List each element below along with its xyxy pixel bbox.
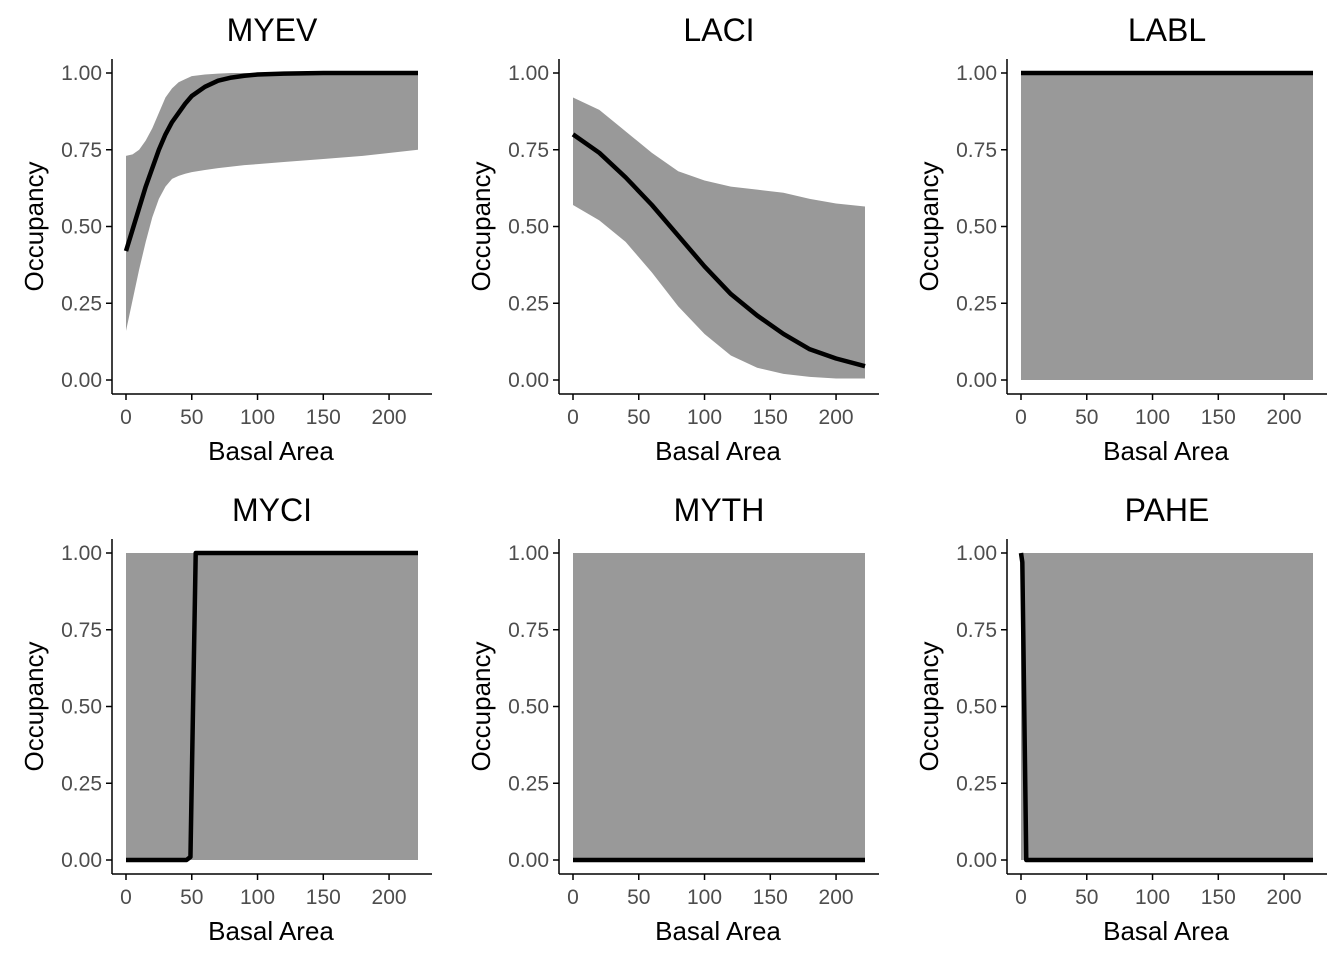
x-tick-label: 100 (240, 406, 275, 429)
y-tick-label: 0.50 (508, 696, 549, 719)
x-tick-label: 200 (819, 406, 854, 429)
y-tick-label: 0.00 (508, 369, 549, 392)
y-tick-label: 0.75 (61, 619, 102, 642)
y-tick-label: 0.25 (508, 772, 549, 795)
x-tick-label: 0 (120, 406, 132, 429)
estimate-line (571, 132, 866, 369)
y-tick-label: 0.00 (61, 849, 102, 872)
x-tick-label: 50 (1075, 886, 1098, 909)
x-tick-label: 100 (240, 886, 275, 909)
y-axis-title: Occupancy (19, 641, 49, 771)
x-tick-label: 150 (1201, 886, 1236, 909)
y-tick-label: 0.50 (508, 216, 549, 239)
confidence-band (126, 73, 418, 331)
x-tick-label: 200 (1267, 406, 1302, 429)
y-tick-label: 0.75 (508, 139, 549, 162)
x-tick-label: 200 (372, 406, 407, 429)
y-tick-label: 1.00 (61, 542, 102, 565)
confidence-band (573, 553, 865, 860)
panel-title: LABL (1128, 12, 1206, 48)
panel-title: MYEV (227, 12, 318, 48)
y-tick-label: 1.00 (956, 542, 997, 565)
x-tick-label: 0 (120, 886, 132, 909)
panel-title: MYCI (232, 492, 312, 528)
x-tick-label: 100 (1135, 886, 1170, 909)
y-tick-label: 0.75 (956, 619, 997, 642)
y-tick-label: 0.75 (61, 139, 102, 162)
estimate-line (1018, 552, 1313, 863)
x-axis-title: Basal Area (208, 916, 334, 946)
y-tick-label: 0.25 (508, 292, 549, 315)
x-tick-label: 150 (753, 406, 788, 429)
y-axis-title: Occupancy (466, 161, 496, 291)
y-tick-label: 0.25 (61, 772, 102, 795)
x-tick-label: 50 (627, 886, 650, 909)
x-tick-label: 0 (1015, 406, 1027, 429)
x-tick-label: 150 (306, 406, 341, 429)
y-tick-label: 0.25 (956, 292, 997, 315)
y-axis-title: Occupancy (466, 641, 496, 771)
panel-title: PAHE (1125, 492, 1210, 528)
y-tick-label: 0.00 (508, 849, 549, 872)
chart-panel-myci: MYCI 0.00 0.25 0.50 0.75 1.00 0 50 100 150 200 Basa… (19, 492, 432, 946)
x-tick-label: 150 (1201, 406, 1236, 429)
y-tick-label: 0.25 (956, 772, 997, 795)
x-axis-title: Basal Area (1103, 436, 1229, 466)
y-tick-label: 0.50 (956, 696, 997, 719)
y-tick-label: 0.50 (61, 216, 102, 239)
y-tick-label: 0.50 (61, 696, 102, 719)
y-tick-label: 1.00 (956, 62, 997, 85)
y-tick-label: 0.75 (956, 139, 997, 162)
estimate-line (123, 70, 418, 252)
x-tick-label: 50 (180, 406, 203, 429)
x-tick-label: 0 (567, 406, 579, 429)
x-tick-label: 50 (180, 886, 203, 909)
panel-title: MYTH (674, 492, 765, 528)
chart-panel-myth: MYTH 0.00 0.25 0.50 0.75 1.00 0 50 100 150 200 Basa… (466, 492, 879, 946)
chart-panel-pahe: PAHE 0.00 0.25 0.50 0.75 1.00 0 50 100 150 200 Basa… (914, 492, 1327, 946)
x-tick-label: 100 (1135, 406, 1170, 429)
x-axis-title: Basal Area (655, 436, 781, 466)
x-tick-label: 100 (687, 406, 722, 429)
estimate-line (126, 550, 418, 863)
x-tick-label: 200 (819, 886, 854, 909)
y-axis-title: Occupancy (914, 641, 944, 771)
confidence-band (1021, 553, 1313, 860)
x-tick-label: 0 (1015, 886, 1027, 909)
confidence-band (126, 553, 418, 860)
y-tick-label: 0.00 (61, 369, 102, 392)
confidence-band (573, 97, 865, 379)
y-tick-label: 0.50 (956, 216, 997, 239)
x-tick-label: 150 (753, 886, 788, 909)
chart-panel-laci: LACI 0.00 0.25 0.50 0.75 1.00 0 50 100 150 200 Basa… (466, 12, 879, 466)
y-tick-label: 1.00 (508, 542, 549, 565)
x-axis-title: Basal Area (1103, 916, 1229, 946)
x-tick-label: 50 (627, 406, 650, 429)
y-tick-label: 0.00 (956, 849, 997, 872)
y-axis-title: Occupancy (19, 161, 49, 291)
y-tick-label: 1.00 (61, 62, 102, 85)
chart-panel-labl: LABL 0.00 0.25 0.50 0.75 1.00 0 50 100 150 200 Basa… (914, 12, 1327, 466)
x-tick-label: 150 (306, 886, 341, 909)
panel-title: LACI (683, 12, 754, 48)
x-tick-label: 50 (1075, 406, 1098, 429)
y-tick-label: 0.75 (508, 619, 549, 642)
x-tick-label: 0 (567, 886, 579, 909)
chart-panel-myev: MYEV 0.00 0.25 0.50 0.75 1.00 0 50 100 150 200 Basa… (19, 12, 432, 466)
confidence-band (1021, 73, 1313, 380)
x-axis-title: Basal Area (208, 436, 334, 466)
y-axis-title: Occupancy (914, 161, 944, 291)
x-axis-title: Basal Area (655, 916, 781, 946)
y-tick-label: 0.25 (61, 292, 102, 315)
x-tick-label: 100 (687, 886, 722, 909)
y-tick-label: 0.00 (956, 369, 997, 392)
y-tick-label: 1.00 (508, 62, 549, 85)
x-tick-label: 200 (372, 886, 407, 909)
x-tick-label: 200 (1267, 886, 1302, 909)
